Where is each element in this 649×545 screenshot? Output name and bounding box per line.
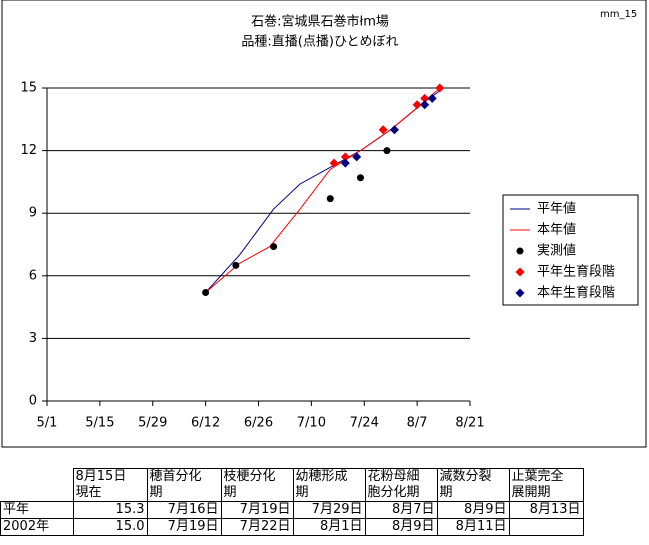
cell-text: 期 [295,485,309,500]
data-point [378,125,388,135]
y-tick-label: 15 [20,81,37,96]
data-point [383,147,391,155]
chart-subtitle: 品種:直播(点播)ひとめぼれ [241,34,398,50]
line-series [205,87,441,293]
legend-box [502,194,639,306]
data-point [420,93,430,103]
x-tick-label: 7/24 [350,416,379,431]
x-tick-label: 6/26 [244,416,273,431]
table-cell: 2002年 [0,518,74,536]
table-cell: 7月19日 [220,501,294,519]
table-cell: 7月19日 [146,518,222,536]
header-cell: 幼穂形成期 [292,468,366,502]
data-point [232,261,240,269]
y-tick-label: 9 [29,206,37,221]
cell-text: 減数分裂 [439,469,492,484]
data-point [340,158,350,168]
data-point [435,83,445,93]
cell-text: 胞分化期 [367,485,420,500]
table-cell: 7月16日 [146,501,222,519]
header-row: 8月15日 現在 穂首分化期枝梗分化期幼穂形成期花粉母細 胞分化期 減数分裂期止葉完全展… [0,468,584,502]
data-point [270,243,278,251]
data-point [427,93,437,103]
header-cell [0,468,74,502]
header-cell: 減数分裂期 [436,468,510,502]
table-cell [508,518,584,536]
data-point [329,158,339,168]
table-cell: 8月1日 [292,518,366,536]
header-cell: 花粉母細 胞分化期 [364,468,438,502]
legend-label: 本年値 [537,222,576,238]
table-cell: 8月9日 [436,501,510,519]
y-tick-label: 12 [20,143,37,158]
y-tick-label: 3 [29,331,37,346]
data-point [420,100,430,110]
chart: mm_15 石巻:宮城県石巻市łm場 品種:直播(点播)ひとめぼれ 0 3 6 9 12… [1,0,647,448]
header-cell: 止葉完全 展開期 [508,468,584,502]
cell-text: 幼穂形成 [295,469,348,484]
data-point [356,174,364,182]
y-tick-label: 0 [29,394,37,409]
chart-title: 石巻:宮城県石巻市łm場 [251,14,389,30]
table-cell: 8月7日 [364,501,438,519]
table-row: 平年 15.3 7月16日 7月19日 7月29日 8月7日 8月9日 8月13日 [0,501,584,519]
table-cell: 15.0 [72,518,148,536]
table-cell: 15.3 [72,501,148,519]
table-cell: 8月13日 [508,501,584,519]
data-point [202,288,210,296]
cell-text: 枝梗分化 [223,469,276,484]
cell-text: 期 [149,485,163,500]
cell-text: 展開期 [511,485,551,500]
cell-text: 止葉完全 [511,469,564,484]
legend-label: 実測値 [537,243,576,259]
table-cell: 8月9日 [364,518,438,536]
cell-text: 花粉母細 [367,469,420,484]
legend-swatch [515,288,525,298]
cell-text: 穂首分化 [149,469,202,484]
x-tick-label: 5/15 [85,416,114,431]
x-tick-label: 7/10 [297,416,326,431]
legend-label: 平年生育段階 [537,264,615,280]
x-tick-label: 8/21 [455,416,484,431]
table-cell: 平年 [0,501,74,519]
x-tick-label: 5/1 [37,416,58,431]
cell-text: 現在 [75,485,102,500]
x-tick-label: 5/29 [138,416,167,431]
header-cell: 枝梗分化期 [220,468,294,502]
cell-text: 期 [223,485,237,500]
data-point [326,195,334,203]
table-cell: 7月29日 [292,501,366,519]
chart-frame [1,0,647,448]
table-row: 2002年 15.0 7月19日 7月22日 8月1日 8月9日 8月11日 [0,518,584,536]
data-point [340,152,350,162]
cell-text: 期 [439,485,453,500]
cell-text: 8月15日 [75,469,127,484]
data-table: 8月15日 現在 穂首分化期枝梗分化期幼穂形成期花粉母細 胞分化期 減数分裂期止葉完全展… [0,468,584,536]
table-cell: 7月22日 [220,518,294,536]
table-cell: 8月11日 [436,518,510,536]
data-point [412,100,422,110]
x-tick-label: 6/12 [191,416,220,431]
header-cell: 穂首分化期 [146,468,222,502]
legend-label: 本年生育段階 [537,285,615,301]
legend-swatch [515,267,525,277]
y-tick-label: 6 [29,268,37,283]
page-label: mm_15 [600,9,637,20]
legend-swatch [516,247,524,255]
header-cell: 8月15日 現在 [72,468,148,502]
x-tick-label: 8/7 [407,416,428,431]
data-point [352,152,362,162]
legend-label: 平年値 [537,201,576,217]
data-point [389,125,399,135]
